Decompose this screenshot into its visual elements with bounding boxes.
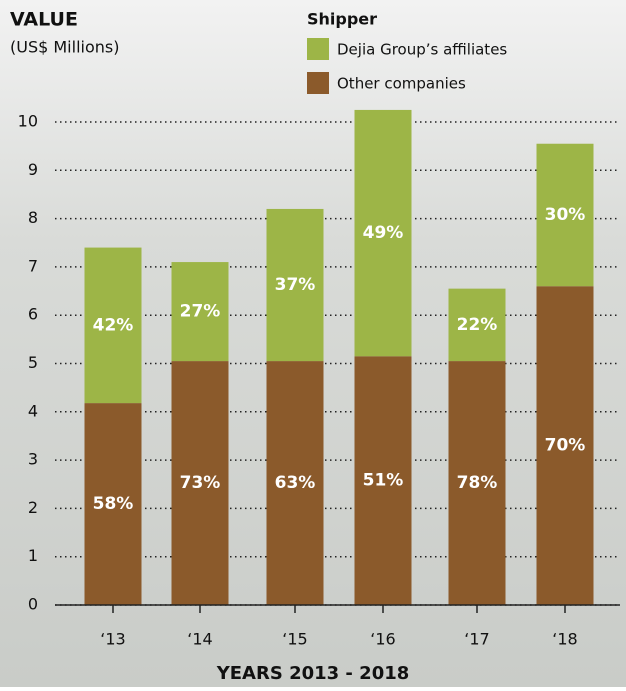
y-tick-label: 6 <box>28 305 38 324</box>
bar-label: 30% <box>545 205 586 225</box>
x-tick-label: ‘16 <box>370 630 395 649</box>
y-tick-label: 10 <box>18 112 38 131</box>
y-tick-label: 9 <box>28 160 38 179</box>
y-tick-label: 4 <box>28 401 38 420</box>
chart: VALUE (US$ Millions) Shipper YEARS 2013 … <box>0 0 626 687</box>
y-tick-label: 1 <box>28 546 38 565</box>
y-tick-label: 0 <box>28 595 38 614</box>
chart-title: VALUE <box>10 9 78 31</box>
y-tick-label: 5 <box>28 353 38 372</box>
x-tick-label: ‘18 <box>552 630 577 649</box>
bar-label: 51% <box>363 471 404 491</box>
bar-label: 22% <box>457 315 498 335</box>
x-tick-label: ‘17 <box>464 630 489 649</box>
x-tick-label: ‘13 <box>100 630 125 649</box>
legend-swatch <box>307 38 329 60</box>
bar-label: 70% <box>545 436 586 456</box>
bar-label: 49% <box>363 223 404 243</box>
bar-label: 73% <box>180 473 221 493</box>
y-tick-label: 7 <box>28 256 38 275</box>
legend-label: Dejia Group’s affiliates <box>337 41 507 59</box>
bar-label: 58% <box>93 494 134 514</box>
y-tick-label: 2 <box>28 498 38 517</box>
y-tick-label: 8 <box>28 208 38 227</box>
bar-label: 37% <box>275 275 316 295</box>
y-tick-label: 3 <box>28 450 38 469</box>
legend-swatch <box>307 72 329 94</box>
x-tick-label: ‘15 <box>282 630 307 649</box>
bar-label: 78% <box>457 473 498 493</box>
x-axis-title: YEARS 2013 - 2018 <box>216 663 410 684</box>
bar-label: 42% <box>93 315 134 335</box>
bar-label: 63% <box>275 473 316 493</box>
chart-subtitle: (US$ Millions) <box>10 38 119 57</box>
legend-label: Other companies <box>337 75 466 93</box>
legend-title: Shipper <box>307 10 377 29</box>
bar-label: 27% <box>180 302 221 322</box>
x-tick-label: ‘14 <box>187 630 212 649</box>
